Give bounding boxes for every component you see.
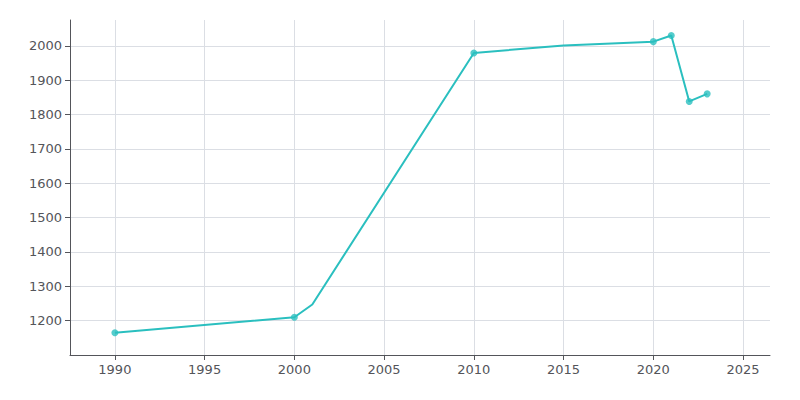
svg-text:1500: 1500 (29, 210, 62, 225)
svg-text:1800: 1800 (29, 107, 62, 122)
svg-text:1300: 1300 (29, 279, 62, 294)
svg-text:2020: 2020 (637, 362, 670, 377)
svg-text:1900: 1900 (29, 73, 62, 88)
svg-text:1400: 1400 (29, 244, 62, 259)
svg-text:2010: 2010 (457, 362, 490, 377)
svg-text:1200: 1200 (29, 313, 62, 328)
svg-text:2025: 2025 (727, 362, 760, 377)
svg-text:2000: 2000 (278, 362, 311, 377)
svg-text:2000: 2000 (29, 38, 62, 53)
svg-text:1700: 1700 (29, 141, 62, 156)
svg-text:1990: 1990 (98, 362, 131, 377)
svg-text:2005: 2005 (368, 362, 401, 377)
svg-text:1600: 1600 (29, 176, 62, 191)
svg-text:1995: 1995 (188, 362, 221, 377)
svg-text:2015: 2015 (547, 362, 580, 377)
